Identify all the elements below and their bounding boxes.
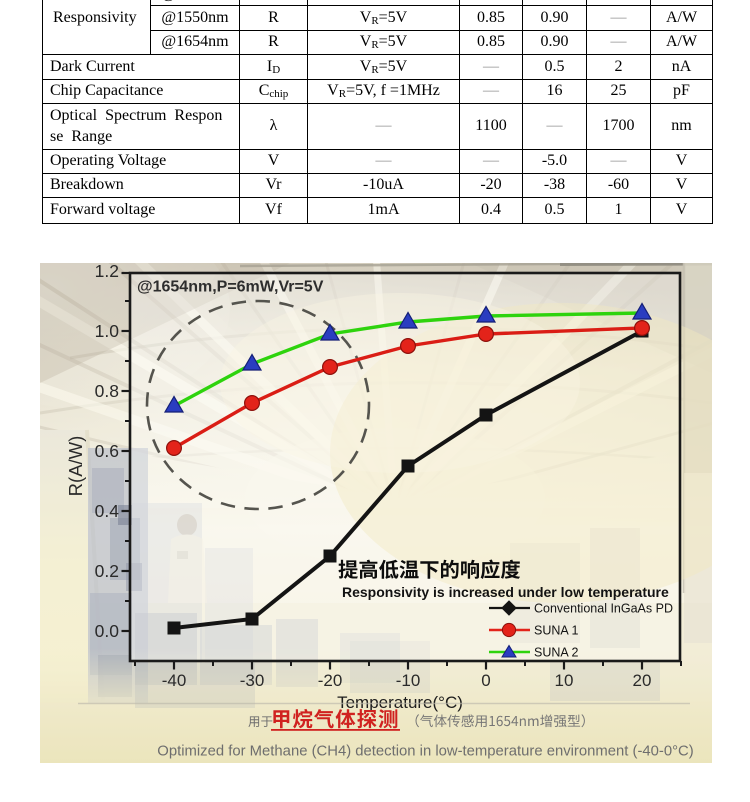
svg-text:1.0: 1.0	[95, 321, 120, 341]
svg-text:-20: -20	[318, 671, 343, 690]
svg-text:Responsivity is increased unde: Responsivity is increased under low temp…	[342, 584, 669, 600]
svg-text:10: 10	[555, 671, 574, 690]
svg-text:SUNA 2: SUNA 2	[534, 646, 579, 660]
svg-text:0.2: 0.2	[95, 561, 119, 581]
svg-text:Optimized for Methane (CH4) de: Optimized for Methane (CH4) detection in…	[157, 744, 693, 760]
svg-text:Conventional InGaAs PD: Conventional InGaAs PD	[534, 602, 673, 616]
svg-text:0.0: 0.0	[95, 621, 120, 641]
svg-text:1.2: 1.2	[95, 263, 119, 281]
svg-text:@1654nm,P=6mW,Vr=5V: @1654nm,P=6mW,Vr=5V	[137, 279, 324, 296]
svg-text:-40: -40	[162, 671, 187, 690]
svg-text:-10: -10	[396, 671, 421, 690]
svg-text:Temperature(°C): Temperature(°C)	[337, 693, 463, 712]
svg-text:0: 0	[481, 671, 490, 690]
svg-text:-30: -30	[240, 671, 265, 690]
svg-text:20: 20	[633, 671, 652, 690]
svg-text:0.6: 0.6	[95, 441, 119, 461]
svg-text:0.8: 0.8	[95, 381, 119, 401]
svg-text:R(A/W): R(A/W)	[65, 436, 86, 497]
svg-text:SUNA 1: SUNA 1	[534, 624, 579, 638]
svg-text:0.4: 0.4	[95, 501, 120, 521]
